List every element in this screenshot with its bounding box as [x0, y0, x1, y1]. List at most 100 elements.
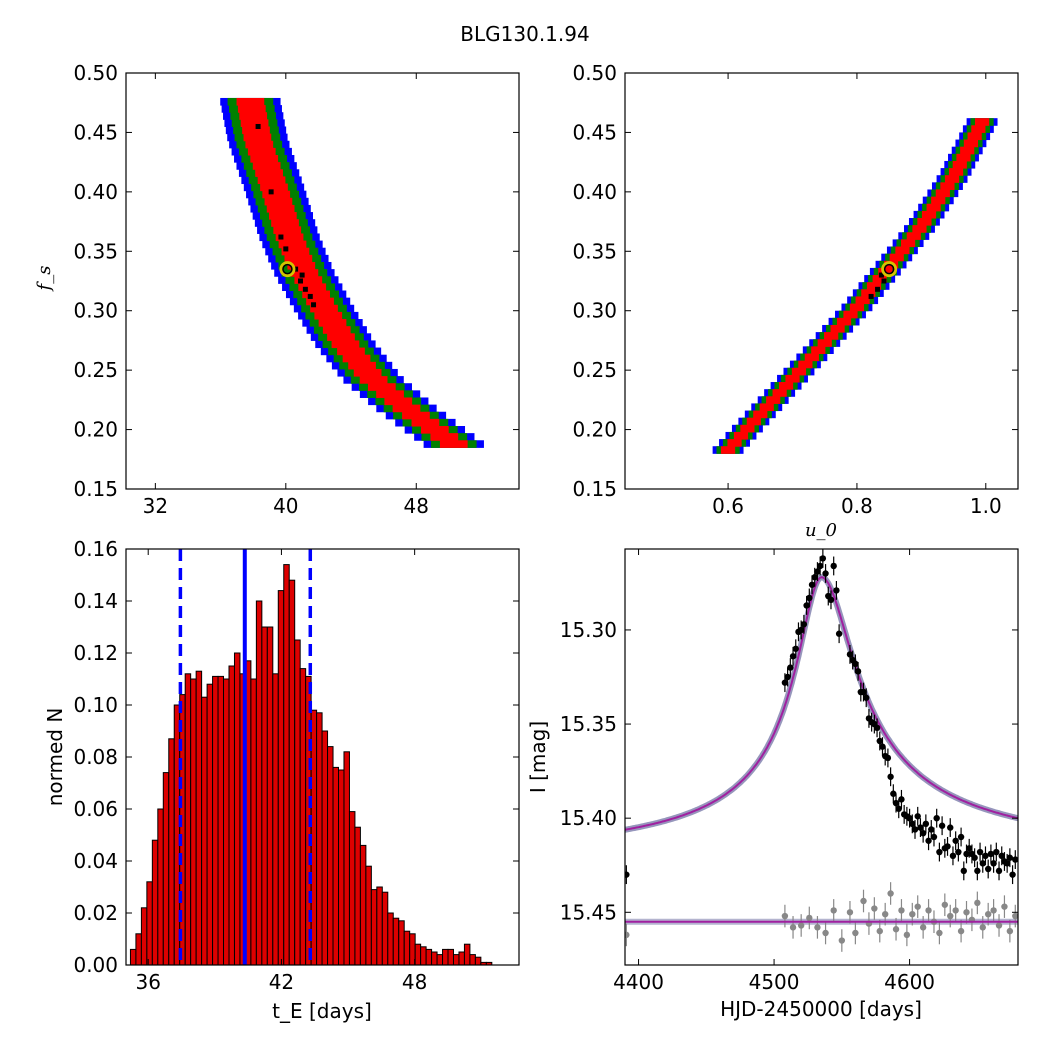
data-point — [914, 813, 921, 820]
density-cell-row — [843, 310, 858, 319]
y-tick-label: 0.12 — [73, 641, 118, 665]
y-tick-label: 0.14 — [73, 589, 118, 613]
density-cell-row — [895, 246, 910, 255]
panel-fs-vs-u0: 0.6 0.8 1.0 0.15 0.20 0.25 0.30 0.35 0.40 0.45 0.5… — [572, 61, 1019, 541]
data-point — [890, 790, 897, 797]
best-sample-point — [297, 278, 303, 284]
histogram-bar — [217, 675, 225, 966]
data-point — [966, 845, 973, 852]
y-tick-label: 0.02 — [73, 901, 118, 925]
density-cell-row — [901, 239, 916, 248]
best-sample-point — [868, 293, 874, 299]
density-cell-row — [439, 440, 468, 448]
histogram-bar — [288, 579, 296, 966]
residual-point — [984, 910, 992, 918]
density-cell-row — [252, 162, 281, 170]
histogram-bar — [414, 943, 422, 966]
y-tick-label: 0.06 — [73, 797, 118, 821]
residual-point — [625, 931, 630, 939]
histogram-bar — [223, 678, 230, 966]
data-point — [898, 796, 905, 803]
histogram-bar — [338, 769, 345, 966]
density-cell-row — [247, 147, 276, 156]
data-point — [930, 833, 938, 841]
data-point — [781, 679, 789, 686]
panel-lightcurve: 4400 4500 4600 15.30 15.35 15.40 15.45 HJD-245… — [526, 548, 1019, 1021]
data-point — [803, 602, 810, 609]
histogram-bar — [431, 951, 438, 966]
data-point — [906, 814, 913, 822]
data-point — [800, 621, 808, 628]
histogram-bar — [157, 808, 164, 966]
density-cell-row — [974, 118, 990, 126]
data-point — [928, 826, 935, 833]
panel-1-plot-area: 32 40 48 0.15 0.20 0.25 0.30 0.35 0.40 0.45 0.50 — [73, 61, 519, 518]
residual-point — [814, 924, 821, 931]
histogram-bar — [365, 865, 372, 966]
data-point — [944, 843, 951, 850]
density-cell-row — [266, 204, 295, 213]
y-tick-label: 0.15 — [73, 477, 118, 501]
density-cell-row — [384, 397, 413, 406]
density-cell-row — [262, 190, 291, 199]
histogram-bar — [255, 600, 263, 966]
histogram-bar — [212, 675, 219, 966]
density-cell-row — [861, 289, 876, 297]
density-cell-row — [944, 175, 960, 183]
density-cell-row — [294, 276, 323, 284]
histogram-bar — [442, 948, 449, 966]
density-cell-row — [733, 431, 749, 440]
density-cell-row — [889, 253, 904, 262]
histogram-bar — [458, 951, 465, 966]
residual-point — [789, 924, 797, 931]
histogram-bar — [436, 954, 444, 966]
data-point — [949, 852, 957, 860]
y-tick-label: 0.25 — [572, 358, 617, 382]
density-cell-row — [281, 247, 310, 256]
best-fit-marker-ring — [279, 261, 296, 278]
histogram-bar — [233, 652, 241, 966]
residual-point — [846, 909, 854, 916]
histogram-bar — [376, 886, 383, 966]
density-cell-row — [727, 439, 742, 447]
residual-point — [860, 897, 867, 905]
histogram-bar — [129, 948, 137, 966]
density-cell-row — [260, 183, 288, 192]
data-point — [909, 820, 916, 828]
x-tick-label: 48 — [402, 970, 427, 994]
histogram-bar — [474, 956, 482, 966]
density-cell-row — [804, 353, 819, 362]
histogram-bar — [228, 665, 235, 966]
density-cell-row — [940, 182, 955, 190]
y-tick-label: 15.35 — [560, 712, 617, 736]
residual-point — [947, 912, 954, 920]
density-cell-row — [778, 382, 794, 390]
density-cell-row — [250, 155, 279, 163]
histogram-bar — [261, 626, 268, 966]
density-cell-row — [420, 426, 449, 434]
histogram-bar — [168, 738, 175, 966]
density-cell-row — [314, 311, 343, 320]
best-fit-marker-ring — [881, 261, 898, 278]
y-tick-label: 15.30 — [560, 618, 617, 642]
residual-point — [925, 907, 932, 914]
panel-fs-vs-tE: 32 40 48 0.15 0.20 0.25 0.30 0.35 0.40 0.45 0.50 f… — [34, 61, 520, 518]
data-point — [1012, 856, 1018, 863]
best-sample-point — [307, 293, 313, 299]
y-tick-label: 15.40 — [560, 806, 617, 830]
histogram-bar — [206, 683, 214, 966]
density-cell-row — [287, 261, 316, 270]
residual-point — [995, 922, 1003, 929]
data-point — [852, 660, 859, 668]
data-point — [952, 837, 959, 844]
density-cell-row — [348, 361, 376, 370]
density-cell-row — [956, 153, 971, 162]
residual-point — [852, 929, 859, 937]
y-tick-label: 0.30 — [572, 299, 617, 323]
histogram-bar — [162, 772, 170, 966]
best-sample-point — [878, 272, 884, 278]
density-cell-row — [318, 319, 347, 327]
data-point — [873, 724, 881, 732]
x-tick-label: 48 — [404, 494, 429, 518]
